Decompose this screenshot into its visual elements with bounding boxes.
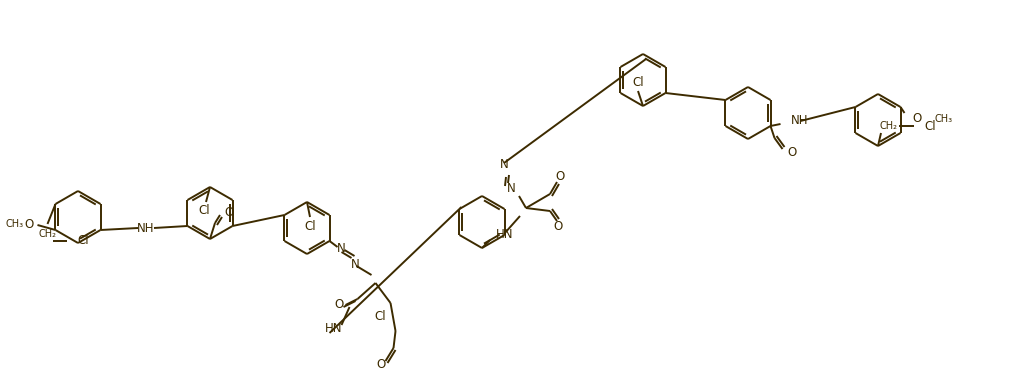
Text: N: N (351, 258, 360, 270)
Text: O: O (224, 206, 233, 220)
Text: O: O (553, 220, 563, 233)
Text: CH₂: CH₂ (38, 229, 57, 239)
Text: O: O (334, 299, 343, 311)
Text: CH₃: CH₃ (934, 114, 952, 124)
Text: CH₂: CH₂ (879, 121, 897, 131)
Text: Cl: Cl (304, 220, 316, 232)
Text: Cl: Cl (924, 120, 935, 132)
Text: Cl: Cl (632, 76, 643, 88)
Text: O: O (376, 358, 385, 371)
Text: N: N (507, 182, 515, 194)
Text: O: O (912, 112, 921, 126)
Text: CH₃: CH₃ (5, 219, 23, 229)
Text: Cl: Cl (78, 235, 89, 247)
Text: NH: NH (137, 221, 155, 235)
Text: Cl: Cl (375, 311, 387, 323)
Text: NH: NH (791, 115, 808, 127)
Text: N: N (500, 159, 508, 171)
Text: HN: HN (325, 323, 342, 335)
Text: O: O (788, 146, 797, 159)
Text: O: O (24, 217, 33, 230)
Text: HN: HN (496, 227, 513, 241)
Text: Cl: Cl (198, 205, 210, 217)
Text: O: O (556, 170, 565, 182)
Text: N: N (337, 243, 345, 256)
